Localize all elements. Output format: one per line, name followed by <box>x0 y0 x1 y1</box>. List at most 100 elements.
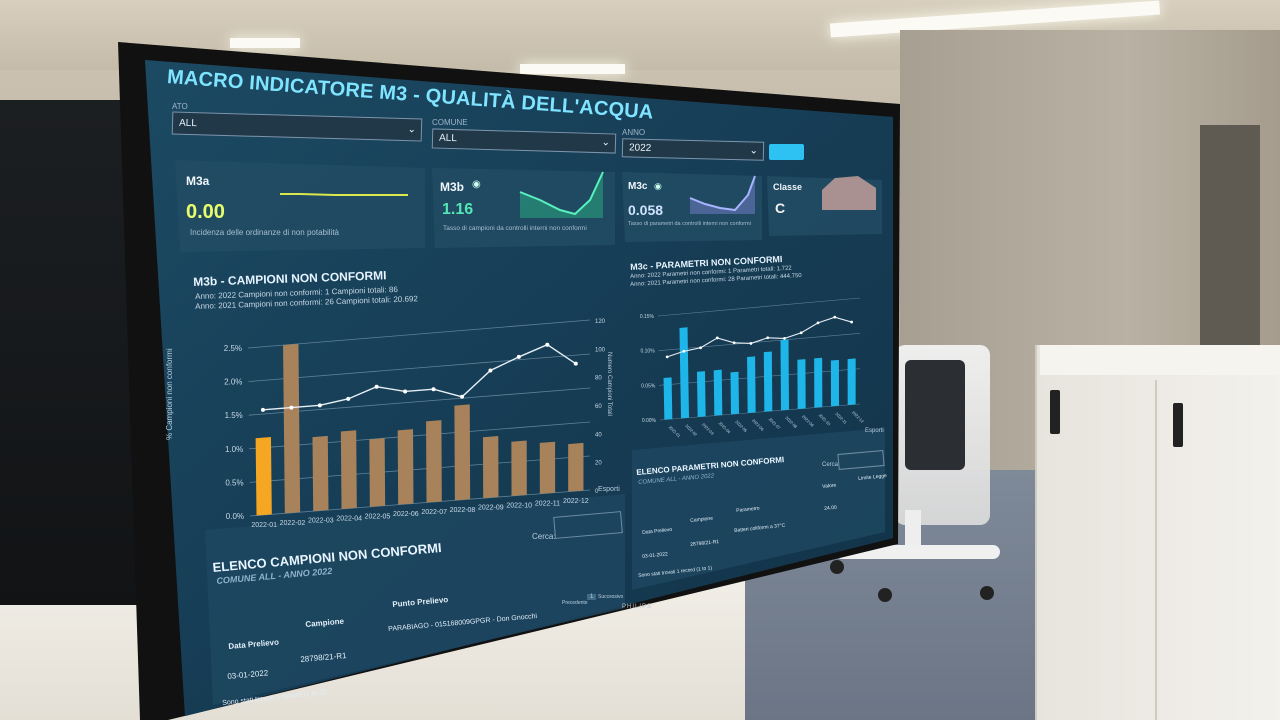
bar <box>696 371 706 417</box>
bar <box>780 339 789 411</box>
x-tick-label: 2022-05 <box>734 419 748 433</box>
x-tick-label: 2022-06 <box>751 418 765 432</box>
bar <box>312 435 329 512</box>
elenco-campioni-search-label: Cerca: <box>532 532 556 541</box>
bar <box>255 436 272 516</box>
bar <box>663 377 673 420</box>
cabinet-top <box>1040 345 1280 375</box>
bar <box>763 351 773 412</box>
cabinet-handle <box>1050 390 1060 434</box>
filter-comune-label: COMUNE <box>432 118 468 127</box>
bar <box>747 356 756 413</box>
line-point <box>749 342 753 345</box>
pager-prev[interactable]: Precedente <box>562 600 588 606</box>
line-point <box>783 337 786 340</box>
bar <box>830 359 839 407</box>
x-tick-label: 2022-02 <box>684 423 698 437</box>
chair-wheel <box>830 560 844 574</box>
y-tick-label: 0.0% <box>226 512 244 521</box>
bar <box>426 420 442 503</box>
line-point <box>516 354 521 359</box>
x-tick-label: 2022-11 <box>535 500 560 507</box>
line-point <box>374 384 379 389</box>
gridline <box>659 403 861 421</box>
kpi-classe-value: C <box>775 200 786 216</box>
doorway <box>1200 125 1260 355</box>
bar <box>283 343 301 514</box>
x-tick-label: 2022-07 <box>768 417 782 431</box>
bar <box>713 369 723 416</box>
y-tick-label: 0.5% <box>225 478 243 487</box>
kpi-m3a-desc: Incidenza delle ordinanze di non potabil… <box>190 228 339 237</box>
kpi-m3c-name: M3c <box>628 181 648 192</box>
kpi-classe-name: Classe <box>773 182 803 192</box>
x-tick-label: 2022-04 <box>336 515 362 522</box>
x-tick-label: 2022-09 <box>801 414 815 428</box>
line-point <box>289 405 294 410</box>
bar <box>369 438 386 507</box>
apply-filter-button[interactable] <box>769 144 804 160</box>
pager-page[interactable]: 1 <box>587 594 597 600</box>
line-point <box>573 361 578 366</box>
kpi-card-m3a <box>175 160 425 252</box>
x-tick-label: 2022-04 <box>718 421 732 435</box>
x-tick-label: 2022-08 <box>784 415 798 429</box>
x-tick-label: 2022-03 <box>701 422 715 436</box>
line-point <box>799 331 803 335</box>
y2-tick-label: 20 <box>595 461 602 467</box>
elenco-campioni-export[interactable]: Esporti <box>598 486 620 493</box>
y-tick-label: 0.00% <box>642 418 657 424</box>
elenco-parametri-panel <box>632 428 885 590</box>
eye-icon[interactable]: ◉ <box>472 179 481 190</box>
x-tick-label: 2022-12 <box>851 410 865 424</box>
y2-tick-label: 60 <box>595 404 602 410</box>
kpi-m3c-value: 0.058 <box>628 202 664 218</box>
y-tick-label: 1.0% <box>225 445 243 454</box>
bar <box>397 429 414 505</box>
eye-icon[interactable]: ◉ <box>654 181 662 191</box>
line-point <box>816 321 820 325</box>
gridline <box>249 421 591 450</box>
line-point <box>488 368 493 373</box>
series-line <box>667 316 852 358</box>
gridline <box>249 489 591 517</box>
line-point <box>403 389 408 394</box>
bar <box>568 442 584 492</box>
x-tick-label: 2022-08 <box>450 507 476 514</box>
filter-anno-label: ANNO <box>622 128 646 137</box>
kpi-m3a-name: M3a <box>186 174 210 188</box>
line-point <box>317 403 322 408</box>
ceiling-light <box>230 38 300 48</box>
line-point <box>460 394 465 399</box>
gridline <box>248 353 591 382</box>
y-tick-label: 0.10% <box>640 349 655 355</box>
bar <box>539 441 556 494</box>
pager-next[interactable]: Successivo <box>598 594 624 600</box>
kpi-m3c-desc: Tasso di parametri da controlli interni … <box>628 221 751 227</box>
x-tick-label: 2022-07 <box>421 509 447 516</box>
bar <box>511 440 527 497</box>
x-tick-label: 2022-03 <box>308 518 334 525</box>
x-tick-label: 2022-05 <box>365 513 391 520</box>
bar <box>679 327 689 419</box>
kpi-m3b-desc: Tasso di campioni da controlli interni n… <box>443 225 587 232</box>
line-point <box>431 387 436 392</box>
gridline <box>249 455 591 483</box>
line-point <box>715 336 719 340</box>
bar <box>797 359 806 409</box>
x-tick-label: 2022-10 <box>506 502 532 509</box>
line-point <box>833 315 837 319</box>
filter-ato-label: ATO <box>172 102 188 111</box>
y2-tick-label: 120 <box>595 319 606 325</box>
y2-tick-label: 100 <box>595 347 606 353</box>
cabinet-handle <box>1173 403 1183 447</box>
line-point <box>346 396 351 401</box>
m3c-export-button[interactable]: Esporti <box>865 428 884 434</box>
line-point <box>260 407 265 412</box>
x-tick-label: 2022-06 <box>393 511 419 518</box>
chair-stem <box>905 510 921 555</box>
gridline <box>657 297 861 317</box>
